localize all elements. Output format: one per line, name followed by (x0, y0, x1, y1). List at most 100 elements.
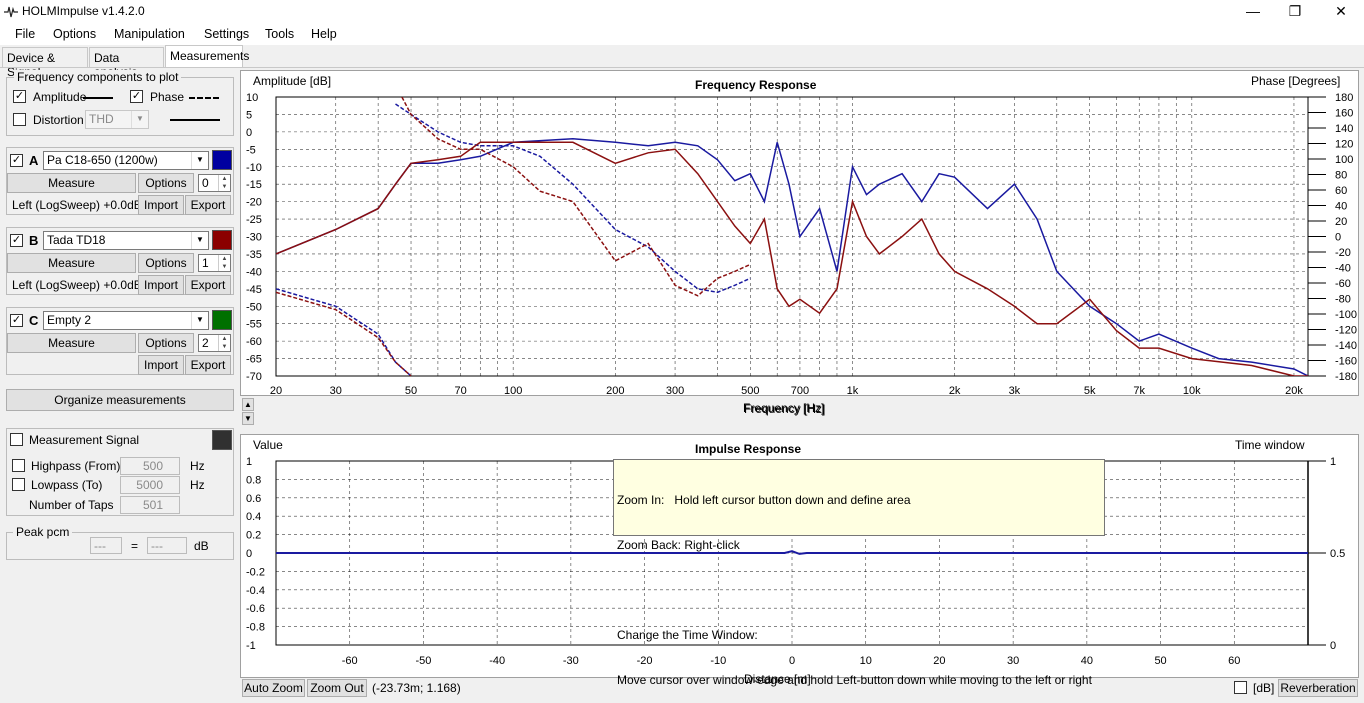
close-button[interactable]: ✕ (1335, 3, 1347, 19)
measurement-c-select[interactable]: Empty 2 ▼ (43, 311, 209, 330)
y2-tick-label: -60 (1335, 278, 1351, 290)
measurement-c-checkbox[interactable]: ✓ (10, 314, 23, 327)
export-b-button[interactable]: Export (185, 275, 231, 295)
spin-arrows-icon[interactable]: ▲ ▼ (218, 255, 230, 271)
auto-zoom-button[interactable]: Auto Zoom (242, 679, 305, 697)
distance-axis-title: Distance [m] (744, 672, 811, 686)
menu-file[interactable]: File (15, 27, 36, 41)
window-title: HOLMImpulse v1.4.2.0 (22, 4, 145, 18)
measurement-a-color[interactable] (212, 150, 232, 170)
measure-a-button[interactable]: Measure (7, 173, 136, 193)
tab-measurements[interactable]: Measurements (165, 45, 249, 68)
menu-help[interactable]: Help (311, 27, 337, 41)
menu-tools[interactable]: Tools (265, 27, 295, 41)
highpass-field[interactable]: 500 (120, 457, 180, 475)
options-b-button[interactable]: Options (138, 253, 194, 273)
export-a-button[interactable]: Export (185, 195, 231, 215)
peak-label: Peak pcm (13, 525, 73, 539)
maximize-button[interactable]: ❐ (1288, 3, 1302, 19)
tooltip-line-4: Move cursor over window-edge and hold Le… (617, 673, 1092, 687)
collapse-down-icon[interactable]: ▼ (242, 412, 254, 425)
measurement-c-color[interactable] (212, 310, 232, 330)
db-checkbox[interactable] (1234, 681, 1247, 694)
amplitude-checkbox[interactable]: ✓ (13, 90, 26, 103)
tab-divider (0, 67, 1364, 68)
spin-arrows-icon[interactable]: ▲ ▼ (218, 335, 230, 351)
measurement-a-checkbox[interactable]: ✓ (10, 154, 23, 167)
y2-tick-label: 0 (1330, 640, 1336, 652)
tooltip-line-2: Zoom Back: Right-click (617, 538, 740, 552)
y2-tick-label: -100 (1335, 309, 1357, 321)
y-tick-label: 0 (246, 127, 252, 139)
freq-components-title: Frequency components to plot (14, 70, 182, 84)
measurement-a-letter: A (29, 153, 39, 168)
amplitude-line-sample (83, 97, 113, 99)
import-b-button[interactable]: Import (138, 275, 184, 295)
series-line-2 (395, 103, 751, 294)
x-tick-label: 20 (270, 385, 282, 397)
y2-tick-label: -80 (1335, 294, 1351, 306)
reverberation-button[interactable]: Reverberation (1278, 679, 1358, 697)
y-tick-label: -5 (246, 144, 256, 156)
x-tick-label: 300 (666, 385, 684, 397)
measurement-b-index[interactable]: 1 ▲ ▼ (198, 254, 231, 272)
x-tick-label: -50 (415, 655, 431, 667)
measure-b-button[interactable]: Measure (7, 253, 136, 273)
signal-checkbox[interactable] (10, 433, 23, 446)
y2-tick-label: -160 (1335, 356, 1357, 368)
y-tick-label: -55 (246, 319, 262, 331)
lowpass-field[interactable]: 5000 (120, 476, 180, 494)
zoom-out-button[interactable]: Zoom Out (307, 679, 367, 697)
distortion-line-sample (170, 119, 220, 121)
y2-tick-label: 160 (1335, 108, 1353, 120)
tab-device-signal[interactable]: Device & Signal (2, 47, 88, 79)
frequency-response-chart[interactable]: 1050-5-10-15-20-25-30-35-40-45-50-55-60-… (240, 70, 1359, 410)
title-bar: HOLMImpulse v1.4.2.0 — ❐ ✕ (0, 0, 1364, 24)
distortion-checkbox[interactable] (13, 113, 26, 126)
y-tick-label: -30 (246, 232, 262, 244)
options-a-button[interactable]: Options (138, 173, 194, 193)
minimize-button[interactable]: — (1246, 3, 1260, 19)
y-tick-label: -45 (246, 284, 262, 296)
phase-checkbox[interactable]: ✓ (130, 90, 143, 103)
lowpass-checkbox[interactable] (12, 478, 25, 491)
peak-unit: dB (194, 539, 209, 553)
collapse-up-icon[interactable]: ▲ (242, 398, 254, 411)
export-c-button[interactable]: Export (185, 355, 231, 375)
measurement-a-select[interactable]: Pa C18-650 (1200w) ▼ (43, 151, 209, 170)
tab-data-analysis[interactable]: Data analysis (89, 47, 164, 79)
measurement-c-index[interactable]: 2 ▲ ▼ (198, 334, 231, 352)
x-tick-label: 10 (860, 655, 872, 667)
menu-options[interactable]: Options (53, 27, 97, 41)
signal-color[interactable] (212, 430, 232, 450)
signal-label: Measurement Signal (29, 433, 140, 447)
options-c-button[interactable]: Options (138, 333, 194, 353)
highpass-checkbox[interactable] (12, 459, 25, 472)
y-tick-label: -15 (246, 179, 262, 191)
measurement-b-checkbox[interactable]: ✓ (10, 234, 23, 247)
measurement-a-index[interactable]: 0 ▲ ▼ (198, 174, 231, 192)
y2-tick-label: 80 (1335, 170, 1347, 182)
y2-tick-label: -40 (1335, 263, 1351, 275)
impulse-response-title: Impulse Response (695, 442, 802, 456)
y-tick-label: -35 (246, 249, 262, 261)
measurement-b-select[interactable]: Tada TD18 ▼ (43, 231, 209, 250)
organize-measurements-button[interactable]: Organize measurements (6, 389, 234, 411)
measurement-b-source: Left (LogSweep) +0.0dB (12, 278, 142, 292)
y-tick-label: -10 (246, 162, 262, 174)
x-tick-label: 60 (1228, 655, 1240, 667)
measurement-b-color[interactable] (212, 230, 232, 250)
x-tick-label: -60 (342, 655, 358, 667)
measurement-b-group (6, 227, 234, 295)
import-c-button[interactable]: Import (138, 355, 184, 375)
measure-c-button[interactable]: Measure (7, 333, 136, 353)
x-tick-label: 20 (933, 655, 945, 667)
menu-manipulation[interactable]: Manipulation (114, 27, 185, 41)
import-a-button[interactable]: Import (138, 195, 184, 215)
signal-group (6, 428, 234, 516)
menu-settings[interactable]: Settings (204, 27, 250, 41)
distortion-select[interactable]: THD ▼ (85, 110, 149, 129)
taps-field[interactable]: 501 (120, 496, 180, 514)
spin-arrows-icon[interactable]: ▲ ▼ (218, 175, 230, 191)
x-tick-label: 7k (1133, 385, 1145, 397)
